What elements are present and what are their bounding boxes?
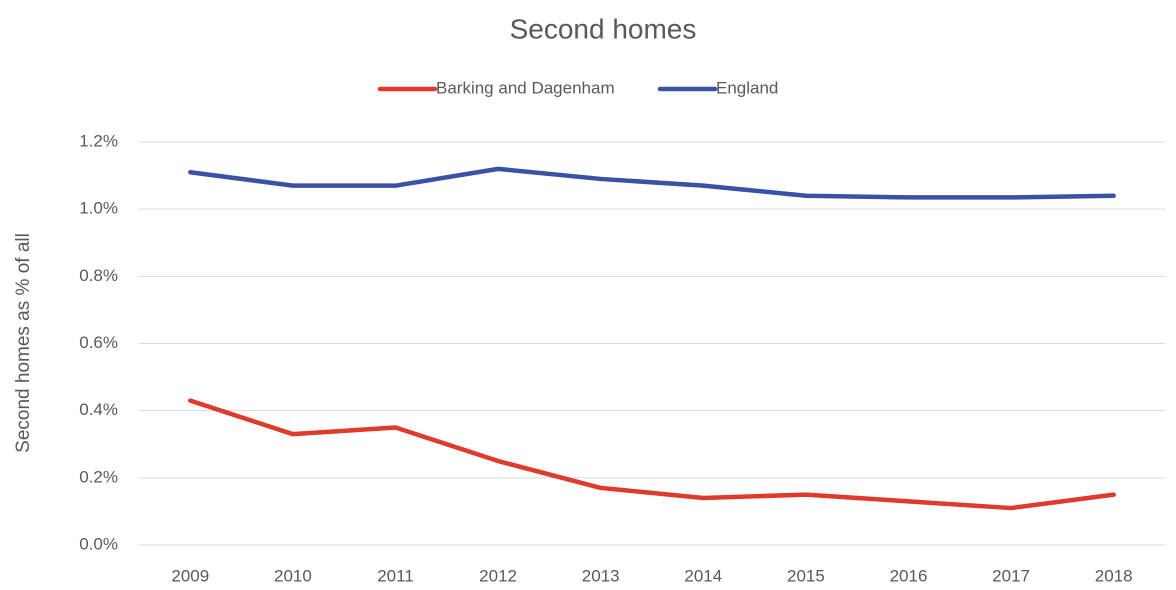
y-tick-label: 0.4% (79, 400, 118, 419)
x-tick-label: 2009 (171, 566, 209, 585)
x-tick-label: 2016 (890, 566, 928, 585)
x-tick-label: 2018 (1095, 566, 1133, 585)
y-tick-label: 0.8% (79, 266, 118, 285)
legend-label: England (716, 78, 778, 97)
x-tick-label: 2015 (787, 566, 825, 585)
x-tick-label: 2010 (274, 566, 312, 585)
line-series (188, 166, 1116, 200)
legend-label: Barking and Dagenham (436, 78, 615, 97)
y-axis-title: Second homes as % of all (13, 233, 34, 453)
y-tick-label: 0.0% (79, 534, 118, 553)
x-tick-label: 2012 (479, 566, 517, 585)
x-tick-label: 2017 (992, 566, 1030, 585)
x-tick-label: 2011 (377, 566, 414, 585)
x-tick-label: 2014 (684, 566, 722, 585)
y-tick-label: 0.6% (79, 333, 118, 352)
y-tick-label: 1.0% (79, 199, 118, 218)
chart-title: Second homes (510, 13, 697, 44)
x-tick-label: 2013 (582, 566, 620, 585)
y-tick-label: 1.2% (79, 131, 118, 150)
line-series (188, 398, 1116, 511)
y-tick-label: 0.2% (79, 467, 118, 486)
